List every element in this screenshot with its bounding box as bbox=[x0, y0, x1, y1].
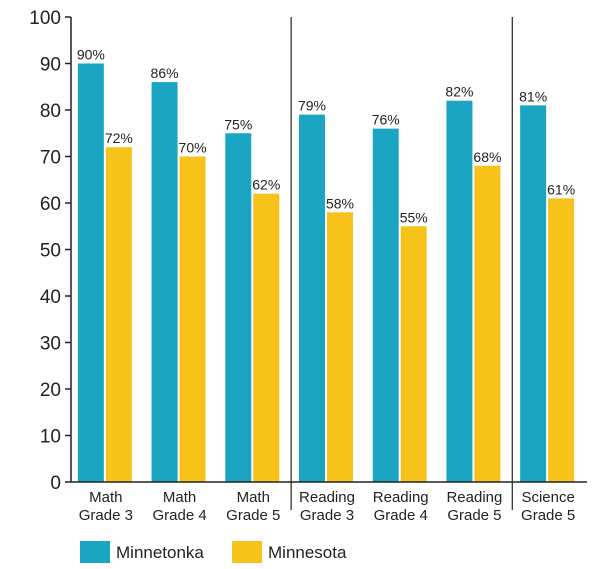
x-category-label: Reading bbox=[373, 489, 429, 506]
bar-minnetonka-2 bbox=[225, 133, 252, 482]
x-category-label: Grade 3 bbox=[300, 507, 354, 524]
x-category-label: Math bbox=[89, 489, 122, 506]
legend-swatch-minnesota bbox=[232, 541, 262, 563]
x-category-label: Math bbox=[163, 489, 196, 506]
legend-label-minnetonka: Minnetonka bbox=[116, 543, 204, 562]
data-label-minnetonka: 82% bbox=[445, 84, 473, 100]
x-category-label: Grade 5 bbox=[226, 507, 280, 524]
bar-minnetonka-3 bbox=[299, 114, 325, 483]
data-label-minnesota: 55% bbox=[400, 209, 428, 225]
legend: Minnetonka Minnesota bbox=[80, 541, 347, 563]
data-label-minnetonka: 75% bbox=[224, 116, 252, 132]
x-category-label: Grade 3 bbox=[79, 507, 133, 524]
y-tick-label: 0 bbox=[50, 473, 61, 494]
y-tick-label: 70 bbox=[40, 148, 61, 169]
data-label-minnesota: 72% bbox=[105, 130, 133, 146]
x-category-label: Reading bbox=[446, 489, 502, 506]
x-category-label: Grade 4 bbox=[374, 507, 428, 524]
x-category-label: Reading bbox=[299, 489, 355, 506]
y-tick-label: 40 bbox=[40, 287, 61, 308]
bars bbox=[77, 63, 575, 483]
group-separators bbox=[290, 17, 513, 510]
data-label-minnetonka: 79% bbox=[298, 98, 326, 114]
data-label-minnetonka: 81% bbox=[519, 88, 547, 104]
data-label-minnesota: 68% bbox=[473, 149, 501, 165]
bar-minnesota-0 bbox=[105, 147, 132, 482]
data-label-minnesota: 61% bbox=[547, 181, 575, 197]
data-label-minnesota: 70% bbox=[179, 140, 207, 156]
bar-minnesota-6 bbox=[548, 198, 575, 482]
y-tick-label: 20 bbox=[40, 380, 61, 401]
x-category-label: Grade 5 bbox=[521, 507, 575, 524]
bar-minnetonka-6 bbox=[520, 105, 547, 482]
bar-minnetonka-4 bbox=[372, 128, 399, 482]
bar-minnesota-2 bbox=[253, 193, 280, 482]
data-label-minnesota: 58% bbox=[326, 195, 354, 211]
y-tick-label: 60 bbox=[40, 194, 61, 215]
y-tick-label: 80 bbox=[40, 101, 61, 122]
bar-minnetonka-1 bbox=[151, 82, 178, 482]
legend-label-minnesota: Minnesota bbox=[268, 543, 347, 562]
x-category-label: Math bbox=[237, 489, 270, 506]
y-tick-label: 10 bbox=[40, 427, 61, 448]
bar-minnesota-1 bbox=[179, 156, 206, 482]
data-label-minnetonka: 76% bbox=[372, 112, 400, 128]
x-category-label: Grade 4 bbox=[152, 507, 206, 524]
bar-minnesota-3 bbox=[327, 212, 353, 483]
y-tick-label: 30 bbox=[40, 334, 61, 355]
data-label-minnetonka: 86% bbox=[151, 65, 179, 81]
bar-minnesota-4 bbox=[400, 226, 427, 482]
y-tick-label: 50 bbox=[40, 241, 61, 262]
data-labels: 90% 72% 86% 70% 75% 62% 79% 58% 76% 55% 82% 68% 81% 6… bbox=[77, 47, 575, 226]
bar-minnetonka-0 bbox=[77, 63, 104, 482]
bar-minnetonka-5 bbox=[446, 100, 473, 482]
y-axis: 0 10 20 30 40 50 60 70 80 90 100 bbox=[29, 8, 72, 494]
y-tick-label: 90 bbox=[40, 55, 61, 76]
data-label-minnesota: 62% bbox=[252, 177, 280, 193]
y-tick-label: 100 bbox=[29, 8, 61, 29]
x-category-label: Grade 5 bbox=[447, 507, 501, 524]
legend-swatch-minnetonka bbox=[80, 541, 110, 563]
bar-minnesota-5 bbox=[474, 165, 501, 483]
x-category-label: Science bbox=[521, 489, 574, 506]
data-label-minnetonka: 90% bbox=[77, 47, 105, 63]
